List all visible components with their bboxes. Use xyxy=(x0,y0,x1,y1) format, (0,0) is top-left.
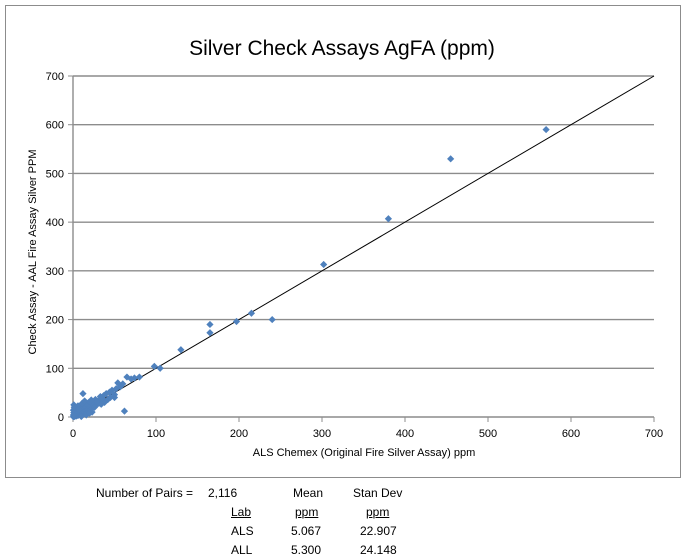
stdev-unit: ppm xyxy=(366,505,390,519)
y-tick-label: 200 xyxy=(46,315,64,327)
x-tick-label: 500 xyxy=(479,428,497,440)
row-stdev: 22.907 xyxy=(360,524,397,538)
data-point xyxy=(81,405,89,413)
data-point xyxy=(82,411,90,419)
data-point xyxy=(91,395,100,404)
lab-header: Lab xyxy=(231,505,252,519)
data-point xyxy=(106,393,114,402)
y-tick-label: 700 xyxy=(46,71,64,83)
y-tick-labels: 0 100 200 300 400 500 600 700 xyxy=(46,71,64,424)
data-point xyxy=(79,390,87,398)
scatter-chart: Silver Check Assays AgFA (ppm) 0 100 200 30… xyxy=(27,37,663,459)
row-mean: 5.067 xyxy=(291,524,322,538)
data-point xyxy=(177,346,185,354)
stdev-header: Stan Dev xyxy=(353,486,403,500)
x-tick-label: 600 xyxy=(562,428,580,440)
x-tick-label: 200 xyxy=(230,428,248,440)
data-point xyxy=(93,398,101,406)
y-tick-label: 400 xyxy=(46,217,64,229)
data-point xyxy=(71,404,80,412)
y-tick-label: 0 xyxy=(58,412,64,424)
y-tick-label: 100 xyxy=(46,363,64,375)
row-lab: ALS xyxy=(231,524,254,538)
data-point xyxy=(114,379,122,387)
mean-header: Mean xyxy=(293,486,324,500)
reference-line xyxy=(72,75,655,418)
axes xyxy=(68,75,655,422)
data-point xyxy=(127,375,135,383)
data-point xyxy=(116,383,124,391)
data-point xyxy=(384,215,392,223)
data-point xyxy=(123,373,131,381)
y-axis-label: Check Assay - AAL Fire Assay Silver PPM xyxy=(27,150,39,355)
data-point xyxy=(87,396,95,404)
data-point xyxy=(75,405,83,413)
data-point xyxy=(120,407,129,415)
x-axis-label: ALS Chemex (Original Fire Silver Assay) … xyxy=(253,447,476,459)
y-tick-label: 500 xyxy=(46,168,64,180)
mean-unit: ppm xyxy=(295,505,319,519)
data-point xyxy=(542,125,550,134)
row-mean: 5.300 xyxy=(291,543,322,557)
data-point xyxy=(87,400,95,408)
y-tick-label: 300 xyxy=(46,266,64,278)
gridlines xyxy=(73,75,654,369)
y-tick-label: 600 xyxy=(46,120,64,132)
x-tick-label: 300 xyxy=(313,428,331,440)
data-point xyxy=(77,412,85,421)
row-stdev: 24.148 xyxy=(360,543,397,557)
data-point xyxy=(85,398,93,406)
pairs-value: 2,116 xyxy=(208,486,238,500)
data-point xyxy=(268,315,276,324)
data-point xyxy=(150,362,158,370)
data-point xyxy=(110,393,119,402)
data-point xyxy=(105,388,114,396)
data-point xyxy=(206,329,214,337)
x-tick-label: 400 xyxy=(396,428,414,440)
x-tick-labels: 0 100 200 300 400 500 600 700 xyxy=(70,428,663,440)
data-point xyxy=(320,260,328,269)
data-point xyxy=(247,309,256,317)
x-tick-label: 100 xyxy=(147,428,165,440)
data-point xyxy=(100,391,108,400)
reference-line-group xyxy=(72,75,655,418)
data-point xyxy=(86,409,94,417)
row-lab: ALL xyxy=(231,543,253,557)
data-point xyxy=(69,411,78,419)
chart-title: Silver Check Assays AgFA (ppm) xyxy=(189,37,495,60)
data-point xyxy=(206,320,214,329)
pairs-label: Number of Pairs = xyxy=(96,486,194,500)
data-point xyxy=(96,392,104,401)
data-point xyxy=(97,400,105,408)
data-points xyxy=(69,125,550,421)
data-point xyxy=(100,398,109,406)
data-point xyxy=(135,373,143,381)
chart-area: Silver Check Assays AgFA (ppm) 0 100 200 30… xyxy=(5,5,681,478)
data-point xyxy=(156,364,164,372)
data-point xyxy=(104,395,112,404)
data-point xyxy=(447,155,455,163)
data-point xyxy=(90,403,99,411)
x-tick-label: 0 xyxy=(70,428,76,440)
data-point xyxy=(232,317,241,326)
data-point xyxy=(81,397,89,405)
x-tick-label: 700 xyxy=(645,428,663,440)
